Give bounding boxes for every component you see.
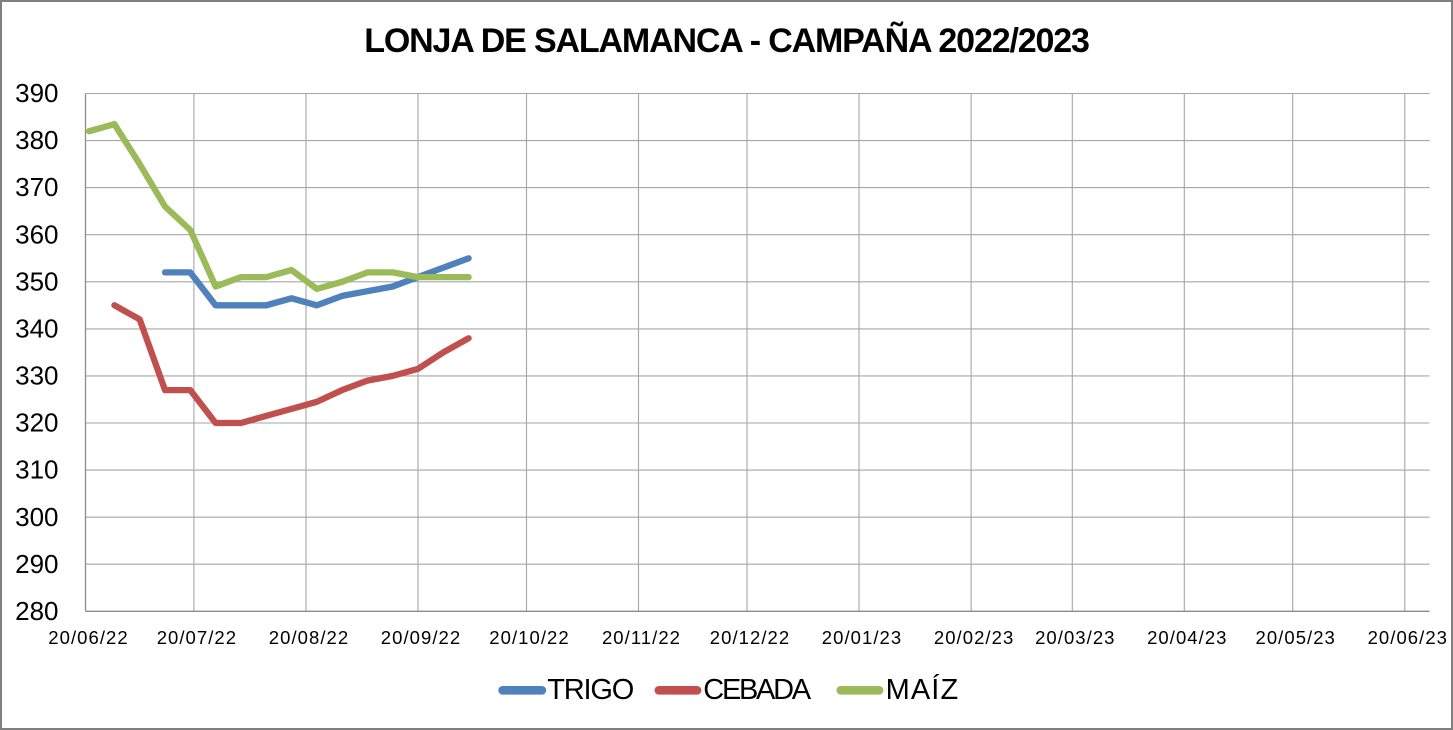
svg-text:20/10/22: 20/10/22 [489,627,569,648]
svg-text:CEBADA: CEBADA [703,674,811,706]
svg-text:20/06/23: 20/06/23 [1368,627,1448,648]
svg-text:20/08/22: 20/08/22 [269,627,349,648]
svg-text:360: 360 [15,219,58,249]
svg-text:20/04/23: 20/04/23 [1147,627,1227,648]
svg-text:330: 330 [15,361,58,391]
svg-text:MAÍZ: MAÍZ [886,673,960,706]
svg-text:340: 340 [15,314,58,344]
svg-text:20/11/22: 20/11/22 [602,627,681,648]
svg-text:20/03/23: 20/03/23 [1035,627,1115,648]
svg-text:20/09/22: 20/09/22 [381,627,461,648]
svg-text:20/01/23: 20/01/23 [822,627,902,648]
svg-text:300: 300 [15,502,58,532]
svg-text:20/06/22: 20/06/22 [48,627,128,648]
svg-text:350: 350 [15,266,58,296]
svg-text:LONJA DE SALAMANCA - CAMPAÑA 2: LONJA DE SALAMANCA - CAMPAÑA 2022/2023 [364,22,1089,60]
svg-text:TRIGO: TRIGO [547,674,633,706]
svg-text:390: 390 [15,78,58,108]
svg-text:20/05/23: 20/05/23 [1255,627,1335,648]
svg-text:20/07/22: 20/07/22 [157,627,237,648]
svg-text:310: 310 [15,455,58,485]
svg-text:280: 280 [15,596,58,626]
svg-text:380: 380 [15,125,58,155]
svg-text:20/12/22: 20/12/22 [710,627,790,648]
svg-text:370: 370 [15,172,58,202]
svg-text:320: 320 [15,408,58,438]
svg-text:290: 290 [15,549,58,579]
svg-text:20/02/23: 20/02/23 [934,627,1014,648]
